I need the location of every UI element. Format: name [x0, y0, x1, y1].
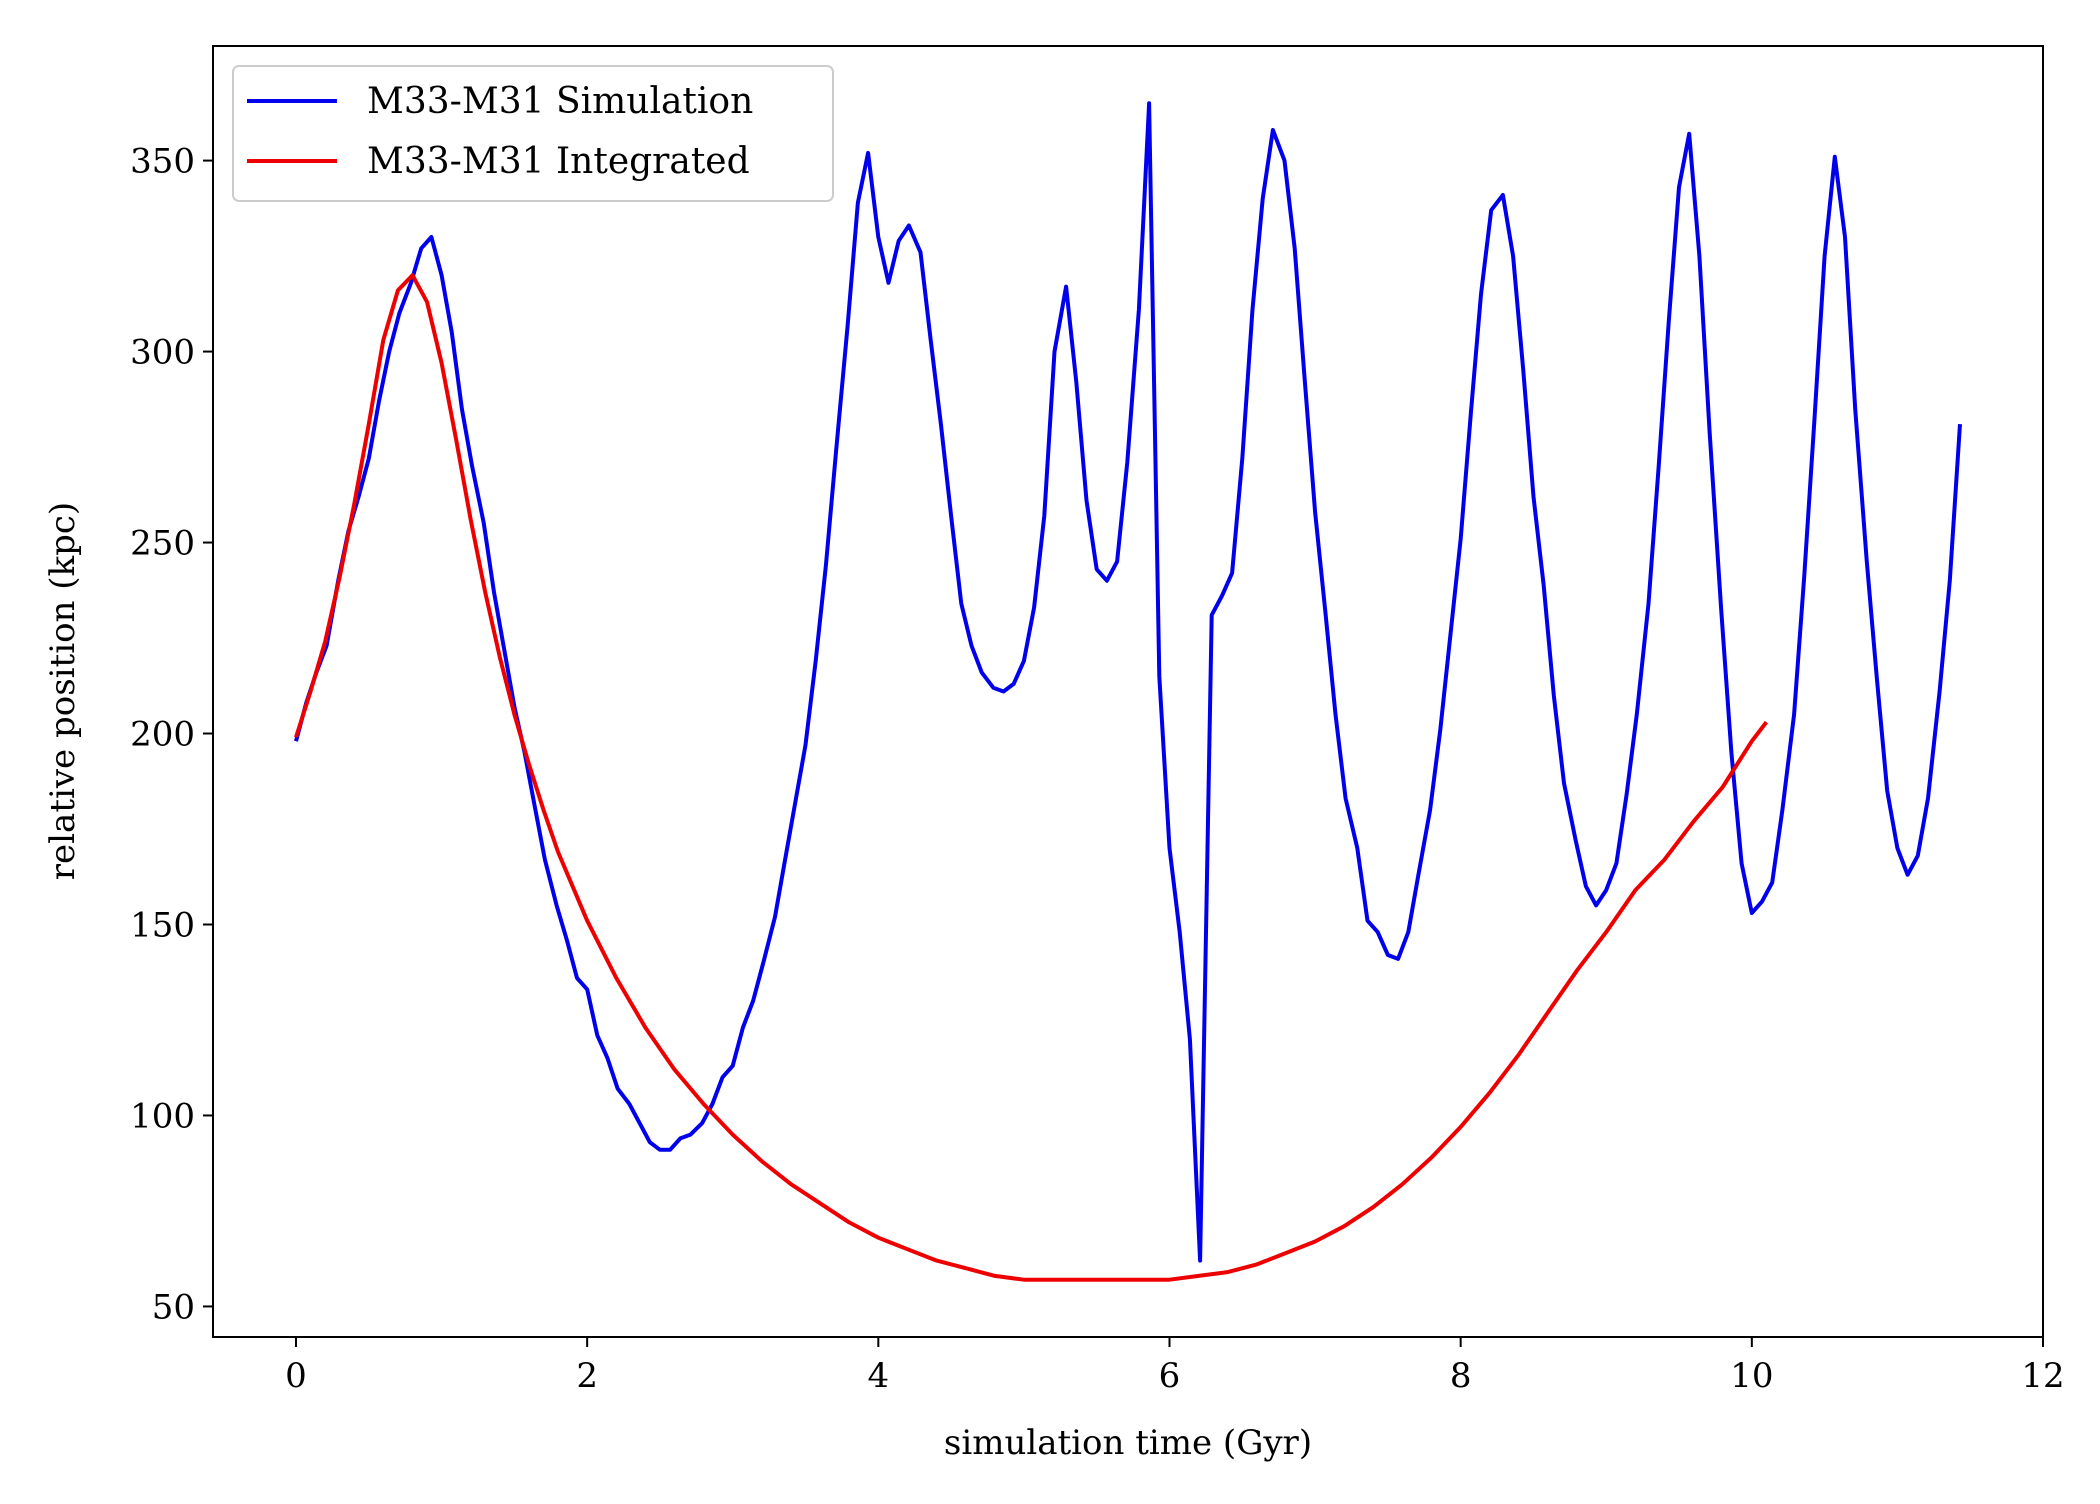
x-tick-label: 10: [1730, 1356, 1773, 1396]
series-line-simulation: [294, 101, 1962, 1263]
x-axis-title: simulation time (Gyr): [944, 1423, 1312, 1463]
x-tick-label: 4: [868, 1356, 890, 1396]
legend-box: [232, 65, 834, 202]
x-tick-label: 12: [2021, 1356, 2064, 1396]
y-tick-label: 150: [130, 905, 195, 945]
x-tick-label: 0: [285, 1356, 307, 1396]
y-tick-label: 250: [130, 524, 195, 564]
y-tick-label: 350: [130, 142, 195, 182]
legend: M33-M31 Simulation M33-M31 Integrated: [232, 65, 834, 202]
plot-frame: [212, 45, 2044, 1338]
y-axis-title: relative position (kpc): [43, 502, 83, 880]
x-axis: 0 2 4 6 8 10 12: [285, 1337, 2065, 1396]
series-layer: [294, 101, 1962, 1282]
x-tick-label: 2: [576, 1356, 598, 1396]
y-tick-label: 200: [130, 715, 195, 755]
series-line-integrated: [294, 273, 1768, 1282]
legend-label-simulation: M33-M31 Simulation: [367, 81, 753, 122]
y-tick-label: 50: [152, 1287, 195, 1327]
y-axis: 50 100 150 200 250 300 350: [130, 142, 213, 1327]
y-tick-label: 100: [130, 1096, 195, 1136]
legend-label-integrated: M33-M31 Integrated: [367, 141, 750, 182]
x-tick-label: 8: [1450, 1356, 1472, 1396]
y-tick-label: 300: [130, 333, 195, 373]
x-tick-label: 6: [1159, 1356, 1181, 1396]
